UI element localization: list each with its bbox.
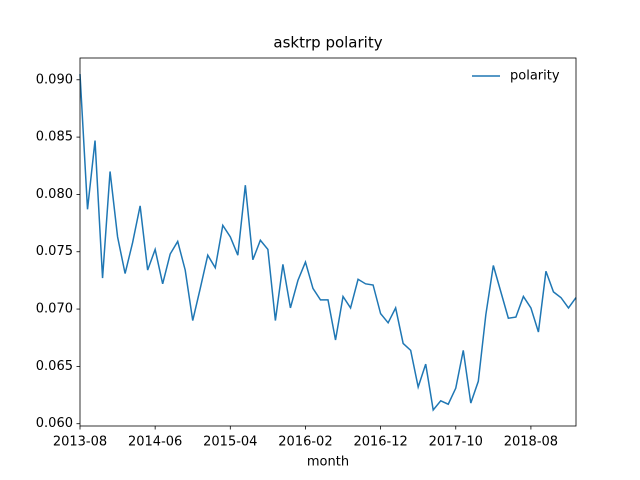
y-tick-label: 0.060 bbox=[36, 416, 73, 431]
x-tick-label: 2013-08 bbox=[53, 435, 107, 450]
x-tick-label: 2016-12 bbox=[353, 435, 407, 450]
x-tick-label: 2017-10 bbox=[429, 435, 483, 450]
chart-title: asktrp polarity bbox=[273, 34, 382, 52]
y-tick-label: 0.080 bbox=[36, 187, 73, 202]
y-tick-label: 0.085 bbox=[36, 130, 73, 145]
y-tick-label: 0.075 bbox=[36, 244, 73, 259]
x-axis-label: month bbox=[307, 455, 349, 470]
y-tick-label: 0.070 bbox=[36, 302, 73, 317]
x-tick-label: 2018-08 bbox=[504, 435, 558, 450]
y-tick-label: 0.065 bbox=[36, 359, 73, 374]
y-tick-label: 0.090 bbox=[36, 72, 73, 87]
x-tick-label: 2015-04 bbox=[203, 435, 257, 450]
legend-label: polarity bbox=[510, 69, 560, 84]
plot-frame bbox=[79, 57, 577, 427]
x-tick-label: 2016-02 bbox=[278, 435, 332, 450]
data-line bbox=[79, 74, 577, 412]
x-tick-label: 2014-06 bbox=[128, 435, 182, 450]
